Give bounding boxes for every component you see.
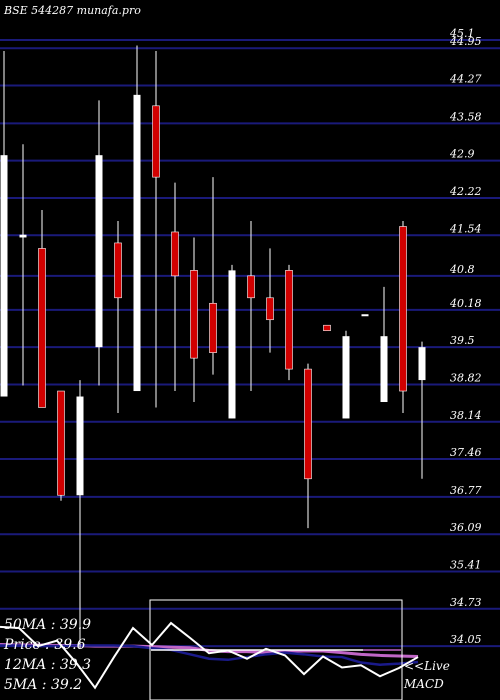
grid-layer xyxy=(0,39,500,648)
y-tick-label: 42.9 xyxy=(449,148,475,161)
ma5-readout: 5MA : 39.2 xyxy=(4,677,82,693)
candle-layer xyxy=(0,45,426,649)
price-readout: Price : 39.6 xyxy=(3,637,86,653)
candle-bearish xyxy=(209,302,217,353)
candle-bullish xyxy=(228,270,236,419)
ma-fast-line xyxy=(0,644,419,666)
candle-bullish xyxy=(19,234,27,238)
y-tick-label: 37.46 xyxy=(450,446,482,459)
macd-label: MACD xyxy=(403,677,444,691)
candle-bearish xyxy=(171,231,179,277)
candle-bullish xyxy=(133,94,141,392)
y-tick-label: 35.41 xyxy=(450,558,482,571)
candle-bearish xyxy=(57,390,65,496)
candle-bearish xyxy=(114,242,122,299)
macd-panel: <<Live MACD xyxy=(149,599,450,700)
y-tick-label: 44.27 xyxy=(449,73,482,86)
y-tick-label: 36.09 xyxy=(450,521,482,534)
candle-bearish xyxy=(266,297,274,321)
macd-panel-border xyxy=(149,599,403,700)
candle-bearish xyxy=(190,270,198,359)
candle-bearish xyxy=(38,248,46,408)
candle-bearish xyxy=(247,275,255,299)
y-tick-label: 39.5 xyxy=(450,334,475,347)
candle-bullish xyxy=(76,396,84,496)
y-tick-label: 34.73 xyxy=(450,596,482,609)
macd-live-label: <<Live xyxy=(404,659,450,673)
candle-bullish xyxy=(95,155,103,348)
y-tick-label: 43.58 xyxy=(449,110,482,123)
candle-bullish xyxy=(418,347,426,381)
y-tick-label: 36.77 xyxy=(450,484,482,497)
candle-bearish xyxy=(323,324,331,332)
ma50-readout: 50MA : 39.9 xyxy=(4,617,91,633)
indicator-line xyxy=(0,621,419,690)
summary-panel: 50MA : 39.9 Price : 39.6 12MA : 39.3 5MA… xyxy=(3,617,91,693)
y-tick-label: 45.1 xyxy=(449,27,475,40)
candle-bullish xyxy=(380,336,388,403)
y-tick-label: 41.54 xyxy=(449,222,482,235)
candle-bearish xyxy=(152,105,160,178)
y-tick-label: 38.82 xyxy=(450,371,482,384)
y-tick-label: 38.14 xyxy=(450,409,482,422)
candle-bearish xyxy=(304,368,312,480)
candle-bearish xyxy=(399,226,407,392)
y-axis-ticks: 45.144.95 44.27 43.58 42.9 42.22 41.54 40.8 40.… xyxy=(449,27,482,646)
candle-bearish xyxy=(285,270,293,370)
y-tick-label: 34.05 xyxy=(450,633,482,646)
candle-bullish xyxy=(0,155,8,397)
y-tick-label: 40.18 xyxy=(449,297,482,310)
chart-title: BSE 544287 munafa.pro xyxy=(3,4,141,17)
y-tick-label: 42.22 xyxy=(449,185,482,198)
y-tick-label: 40.8 xyxy=(449,263,475,276)
candle-bullish xyxy=(342,336,350,419)
y-tick-label: 44.95 xyxy=(449,35,482,48)
ma12-readout: 12MA : 39.3 xyxy=(4,657,91,673)
candle-bullish xyxy=(361,314,369,317)
